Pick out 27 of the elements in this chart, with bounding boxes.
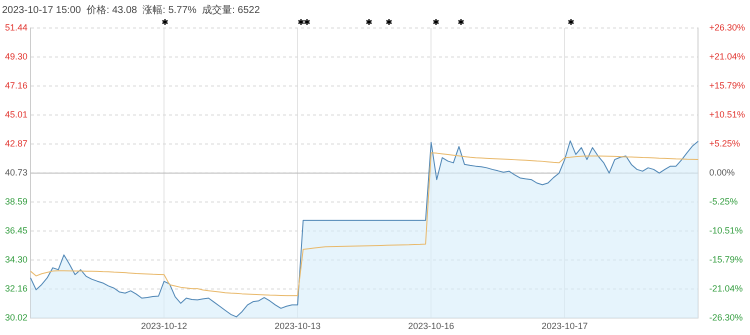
y-tick-label: 30.02 [4, 312, 28, 323]
y2-tick-label: -10.51% [709, 226, 743, 236]
x-tick-label: 2023-10-16 [408, 321, 454, 332]
x-tick-label: 2023-10-17 [542, 321, 588, 332]
y-tick-label: 51.44 [4, 22, 28, 32]
y2-tick-label: -26.30% [709, 312, 743, 323]
y2-tick-label: +10.51% [709, 110, 745, 120]
y-tick-label: 36.45 [4, 226, 28, 236]
x-tick-label: 2023-10-12 [141, 321, 188, 332]
y2-tick-label: 0.00% [709, 168, 735, 178]
y-tick-label: 47.16 [4, 80, 28, 90]
y2-tick-label: +5.25% [709, 138, 740, 149]
y2-tick-label: +26.30% [709, 22, 745, 32]
x-tick-label: 2023-10-13 [274, 321, 321, 332]
y2-tick-label: +15.79% [709, 80, 745, 90]
chart-title: 2023-10-17 15:00 价格: 43.08 涨幅: 5.77% 成交量: 6522 [2, 4, 260, 16]
y-tick-label: 34.30 [4, 254, 28, 265]
y-tick-label: 38.59 [4, 196, 28, 207]
y2-tick-label: -21.04% [709, 284, 743, 294]
y-tick-label: 45.01 [4, 110, 28, 120]
y-tick-label: 42.87 [4, 138, 28, 149]
y2-tick-label: -15.79% [709, 254, 743, 265]
y-tick-label: 49.30 [4, 51, 28, 62]
y2-tick-label: +21.04% [709, 52, 745, 62]
y-tick-label: 32.16 [4, 284, 28, 294]
y2-tick-label: -5.25% [709, 196, 738, 207]
y-tick-label: 40.73 [4, 168, 28, 178]
